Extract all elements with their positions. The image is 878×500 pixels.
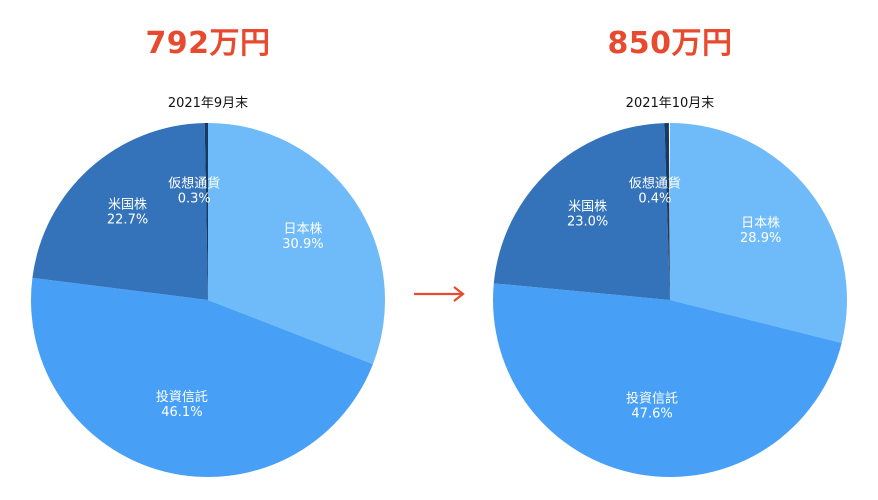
slice-percent-mutual-funds: 46.1% <box>161 405 202 420</box>
slice-label-us-stocks: 米国株 <box>108 197 147 212</box>
slice-percent-crypto: 0.4% <box>638 192 671 207</box>
pie-slice-japan-stocks <box>670 123 847 343</box>
pie-panel-sep: 792万円 2021年9月末 日本株 30.9% 投資信託 46.1% 米国株 22.7%… <box>8 0 408 500</box>
slice-label-japan-stocks: 日本株 <box>741 216 780 231</box>
slice-percent-us-stocks: 23.0% <box>567 214 608 229</box>
slice-label-japan-stocks: 日本株 <box>283 222 322 237</box>
slice-label-crypto: 仮想通貨 <box>629 176 681 192</box>
slice-percent-japan-stocks: 28.9% <box>740 231 781 246</box>
pie-panel-oct: 850万円 2021年10月末 日本株 28.9% 投資信託 47.6% 米国株 23.0… <box>470 0 870 500</box>
slice-percent-japan-stocks: 30.9% <box>282 237 323 252</box>
slice-label-mutual-funds: 投資信託 <box>626 391 678 407</box>
pie-slice-us-stocks <box>32 123 209 300</box>
right-arrow-icon <box>414 286 465 302</box>
pie-slice-mutual-funds <box>493 283 842 477</box>
slice-percent-us-stocks: 22.7% <box>107 212 148 227</box>
total-amount: 850万円 <box>607 26 733 61</box>
pie-slice-japan-stocks <box>208 123 386 365</box>
total-amount: 792万円 <box>145 26 271 61</box>
slice-percent-mutual-funds: 47.6% <box>631 407 672 422</box>
slice-label-us-stocks: 米国株 <box>568 199 607 214</box>
pie-slice-mutual-funds <box>31 277 373 477</box>
chart-title: 2021年9月末 <box>167 96 249 111</box>
chart-title: 2021年10月末 <box>625 96 715 111</box>
slice-label-mutual-funds: 投資信託 <box>156 389 208 405</box>
slice-percent-crypto: 0.3% <box>178 191 211 206</box>
pie-slice-us-stocks <box>493 123 670 300</box>
pie-slice-crypto <box>204 123 208 300</box>
pie-slice-crypto <box>664 123 670 300</box>
slice-label-crypto: 仮想通貨 <box>168 175 220 191</box>
